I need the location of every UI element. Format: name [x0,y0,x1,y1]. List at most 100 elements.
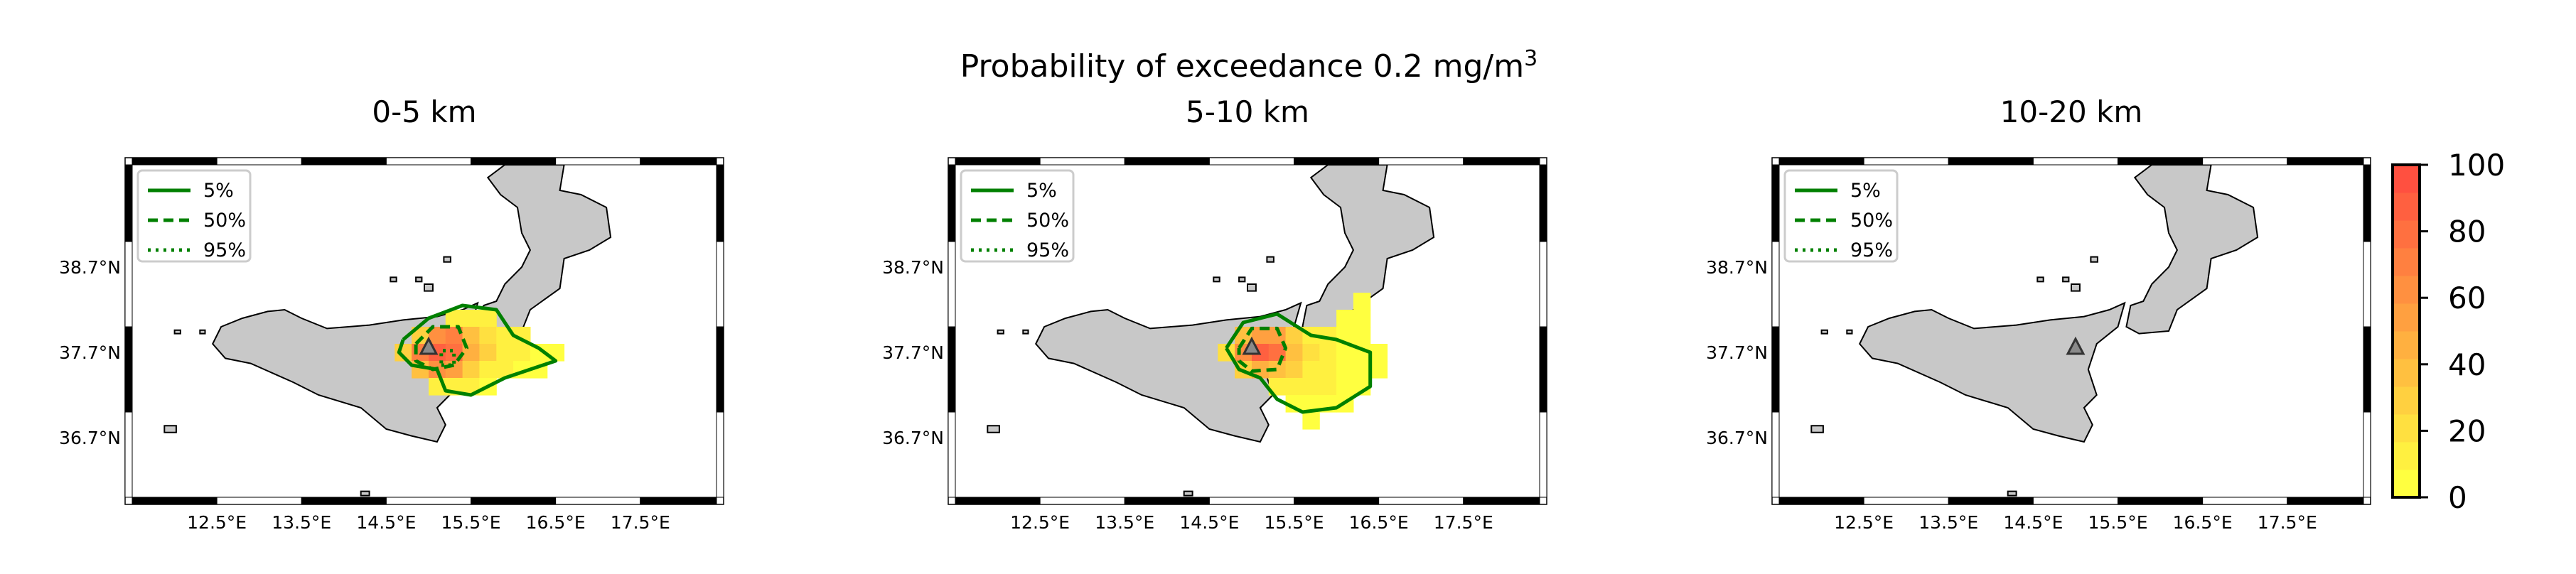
lon-tick-label: 15.5°E [2088,512,2148,533]
legend-label: 5% [1026,180,1057,202]
lon-tick-label: 17.5°E [1434,512,1493,533]
frame-segment [955,497,1041,505]
frame-segment [1539,326,1547,413]
frame-segment [1539,241,1547,327]
legend: 5% 50% 95% [1783,169,1899,263]
lat-tick-label: 38.7°N [1706,257,1768,278]
figure-title-superscript: 3 [1524,46,1537,71]
island-coast [997,329,1004,335]
map-area [955,165,1540,497]
island-coast [1846,329,1853,335]
frame-segment [716,241,724,327]
probability-cell [479,361,497,379]
land [1810,165,2259,497]
island-coast [1247,283,1257,292]
island-coast [2071,283,2081,292]
frame-segment [1294,157,1380,166]
probability-cell [513,344,531,362]
probability-cell [1319,344,1337,362]
mainland-coast [2125,165,2259,335]
colorbar-tick-label: 100 [2448,148,2505,183]
legend-label: 95% [1026,239,1069,261]
lon-tick-label: 16.5°E [526,512,586,533]
frame-segment [2032,157,2119,166]
island-coast [1238,276,1246,283]
lon-tick-label: 13.5°E [1918,512,1978,533]
probability-cell [1336,310,1354,327]
mainland-coast [1302,165,1435,335]
probability-cell [1285,344,1303,362]
lat-tick-label: 36.7°N [882,428,944,448]
frame-segment [385,157,472,166]
frame-segment [2032,497,2119,505]
frame-segment [124,241,133,327]
probability-cell [1336,361,1354,379]
probability-cell [479,344,497,362]
frame-segment [1771,326,1780,413]
panel-title: 0-5 km [372,94,476,129]
lon-tick-label: 14.5°E [1179,512,1239,533]
panel-title: 10-20 km [2000,94,2143,129]
lon-tick-label: 15.5°E [1265,512,1324,533]
frame-segment [1039,157,1125,166]
lon-tick-label: 17.5°E [2258,512,2317,533]
frame-segment [1948,157,2034,166]
sicily-coast [1859,301,2126,443]
lon-tick-label: 12.5°E [1010,512,1070,533]
volcano-marker [2066,336,2086,355]
colorbar-tick-label: 80 [2448,215,2486,249]
contour-5pct [397,303,558,397]
lat-tick-label: 36.7°N [59,428,121,448]
island-coast [415,276,423,283]
frame-segment [1208,157,1295,166]
probability-cell [1336,378,1354,396]
frame-segment [1771,411,1780,498]
colorbar-segment [2393,442,2420,470]
frame-segment [955,157,1041,166]
probability-cell [1319,378,1337,396]
frame-segment [1778,157,1864,166]
frame-segment [216,157,302,166]
colorbar-segment [2393,414,2420,443]
island-coast [2062,276,2070,283]
frame-segment [1539,411,1547,498]
island-coast [1183,490,1193,497]
probability-cell [547,344,565,362]
contour-95pct [439,349,456,367]
colorbar-tick-label: 0 [2448,480,2467,515]
map-panel-0: 0-5 km 5% 50% 95% 38.7°N 37.7°N 36.7°N 12.5°E 13… [59,94,724,533]
frame-segment [1463,157,1540,166]
frame-segment [2363,411,2371,498]
island-coast [360,490,370,497]
colorbar-segment [2393,165,2420,193]
legend-box [136,169,252,263]
probability-cell [462,361,480,379]
legend-box [960,169,1075,263]
legend-box [1783,169,1899,263]
contour-50pct [414,325,469,372]
frame-segment [471,157,557,166]
island-coast [424,283,434,292]
probability-cell [1285,378,1303,396]
frame-segment [124,411,133,498]
lon-tick-label: 14.5°E [2003,512,2063,533]
map-frame [1771,157,2371,505]
frame-segment [1778,497,1864,505]
lat-tick-label: 37.7°N [882,342,944,363]
colorbar-segment [2393,359,2420,387]
probability-cell [496,344,514,362]
island-coast [443,256,451,263]
probability-cell [1370,344,1388,362]
frame-segment [471,497,557,505]
lat-tick-label: 37.7°N [1706,342,1768,363]
frame-segment [948,164,956,242]
lon-tick-label: 17.5°E [611,512,670,533]
probability-cell [1353,361,1371,379]
legend-label: 50% [1850,210,1893,232]
frame-segment [1863,497,1949,505]
frame-segment [1378,497,1464,505]
frame-segment [2363,326,2371,413]
frame-segment [2287,497,2364,505]
island-coast [163,425,177,433]
